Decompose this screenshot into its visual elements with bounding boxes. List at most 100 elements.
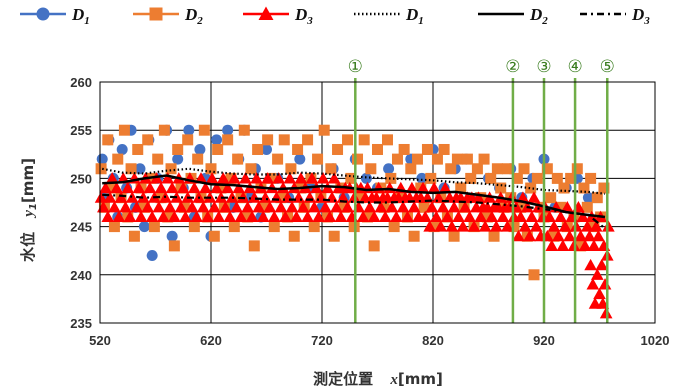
legend-swatch-marker [36, 7, 50, 21]
point-d2 [591, 192, 603, 204]
point-d2 [388, 221, 400, 233]
point-d3 [307, 200, 321, 213]
x-tick-label: 620 [200, 333, 222, 348]
point-d3 [214, 191, 228, 203]
point-d1 [166, 230, 178, 242]
point-d3 [132, 181, 146, 194]
point-d2 [132, 143, 144, 155]
point-d2 [232, 153, 244, 165]
legend-swatch-marker [149, 7, 163, 21]
point-d2 [95, 163, 107, 175]
point-d2 [292, 143, 304, 155]
point-d3 [474, 210, 488, 223]
point-d2 [285, 163, 297, 175]
legend-entry-4: D1 [354, 5, 424, 27]
point-d3 [216, 172, 230, 184]
point-d3 [261, 172, 274, 184]
point-d3 [285, 200, 299, 213]
point-d3 [185, 200, 199, 213]
point-d1 [222, 124, 234, 136]
point-d3 [390, 210, 403, 223]
point-d3 [396, 200, 410, 213]
point-d3 [447, 200, 461, 213]
y-tick-label: 260 [70, 75, 92, 90]
point-d2 [215, 182, 227, 194]
point-d3 [472, 191, 485, 203]
point-d3 [259, 191, 272, 203]
point-d3 [587, 239, 601, 251]
point-d2 [248, 240, 260, 252]
point-d3 [441, 210, 454, 223]
point-d3 [290, 210, 303, 223]
legend: D1 D2 D3 D1 D2 D3 [20, 5, 650, 27]
point-d3 [250, 172, 263, 184]
point-d3 [596, 297, 610, 309]
point-d1 [211, 134, 223, 146]
point-d3 [319, 200, 332, 213]
point-d3 [312, 210, 325, 223]
point-d3 [205, 172, 219, 184]
point-d3 [272, 172, 286, 184]
point-d2 [342, 134, 354, 146]
point-d2 [385, 172, 397, 184]
point-d2 [491, 163, 503, 175]
point-d2 [358, 134, 370, 146]
point-d3 [305, 172, 319, 184]
point-d2 [112, 153, 124, 165]
point-d3 [223, 210, 237, 223]
point-d3 [525, 210, 539, 223]
point-d3 [556, 239, 570, 251]
x-tick-label: 720 [311, 333, 333, 348]
point-d2 [172, 143, 184, 155]
legend-entry-3: D3 [243, 5, 313, 27]
point-d2 [105, 182, 117, 194]
point-d3 [432, 191, 445, 203]
x-axis-title: 測定位置 x[mm] [313, 370, 443, 388]
point-d1 [194, 143, 206, 155]
point-d2 [158, 124, 170, 136]
point-d3 [385, 200, 399, 213]
line-series-d1 [101, 167, 606, 195]
point-d3 [576, 210, 590, 223]
point-d3 [121, 181, 135, 194]
point-d3 [123, 210, 137, 223]
y-axis-title-sub: 1 [28, 203, 39, 210]
point-d3 [168, 210, 181, 223]
point-d3 [125, 191, 139, 203]
point-d2 [208, 230, 220, 242]
point-d3 [523, 229, 536, 242]
point-d2 [545, 192, 557, 204]
point-d1 [134, 163, 146, 175]
point-d3 [425, 200, 439, 213]
point-d2 [431, 153, 443, 165]
point-d3 [405, 181, 419, 194]
legend-label: D1 [71, 5, 90, 27]
point-d2 [228, 221, 240, 233]
point-d2 [418, 201, 430, 213]
point-d1 [146, 250, 158, 262]
point-d3 [256, 210, 270, 223]
point-d3 [136, 191, 150, 203]
x-tick-label: 1020 [641, 333, 670, 348]
point-d2 [258, 201, 270, 213]
point-d3 [583, 229, 596, 242]
point-d2 [312, 153, 324, 165]
point-d3 [434, 220, 448, 232]
point-d3 [341, 200, 354, 213]
point-d1 [116, 143, 128, 155]
point-d3 [199, 181, 212, 194]
point-d3 [401, 210, 414, 223]
point-d3 [161, 172, 175, 184]
point-d2 [451, 153, 463, 165]
point-d2 [155, 192, 167, 204]
point-d3 [356, 210, 370, 223]
point-d3 [584, 258, 597, 271]
point-d2 [102, 134, 114, 146]
point-d3 [592, 229, 605, 242]
point-d2 [421, 143, 433, 155]
point-d3 [327, 172, 341, 184]
point-d2 [328, 230, 340, 242]
point-d2 [398, 143, 410, 155]
point-d2 [471, 163, 483, 175]
point-d2 [501, 163, 513, 175]
